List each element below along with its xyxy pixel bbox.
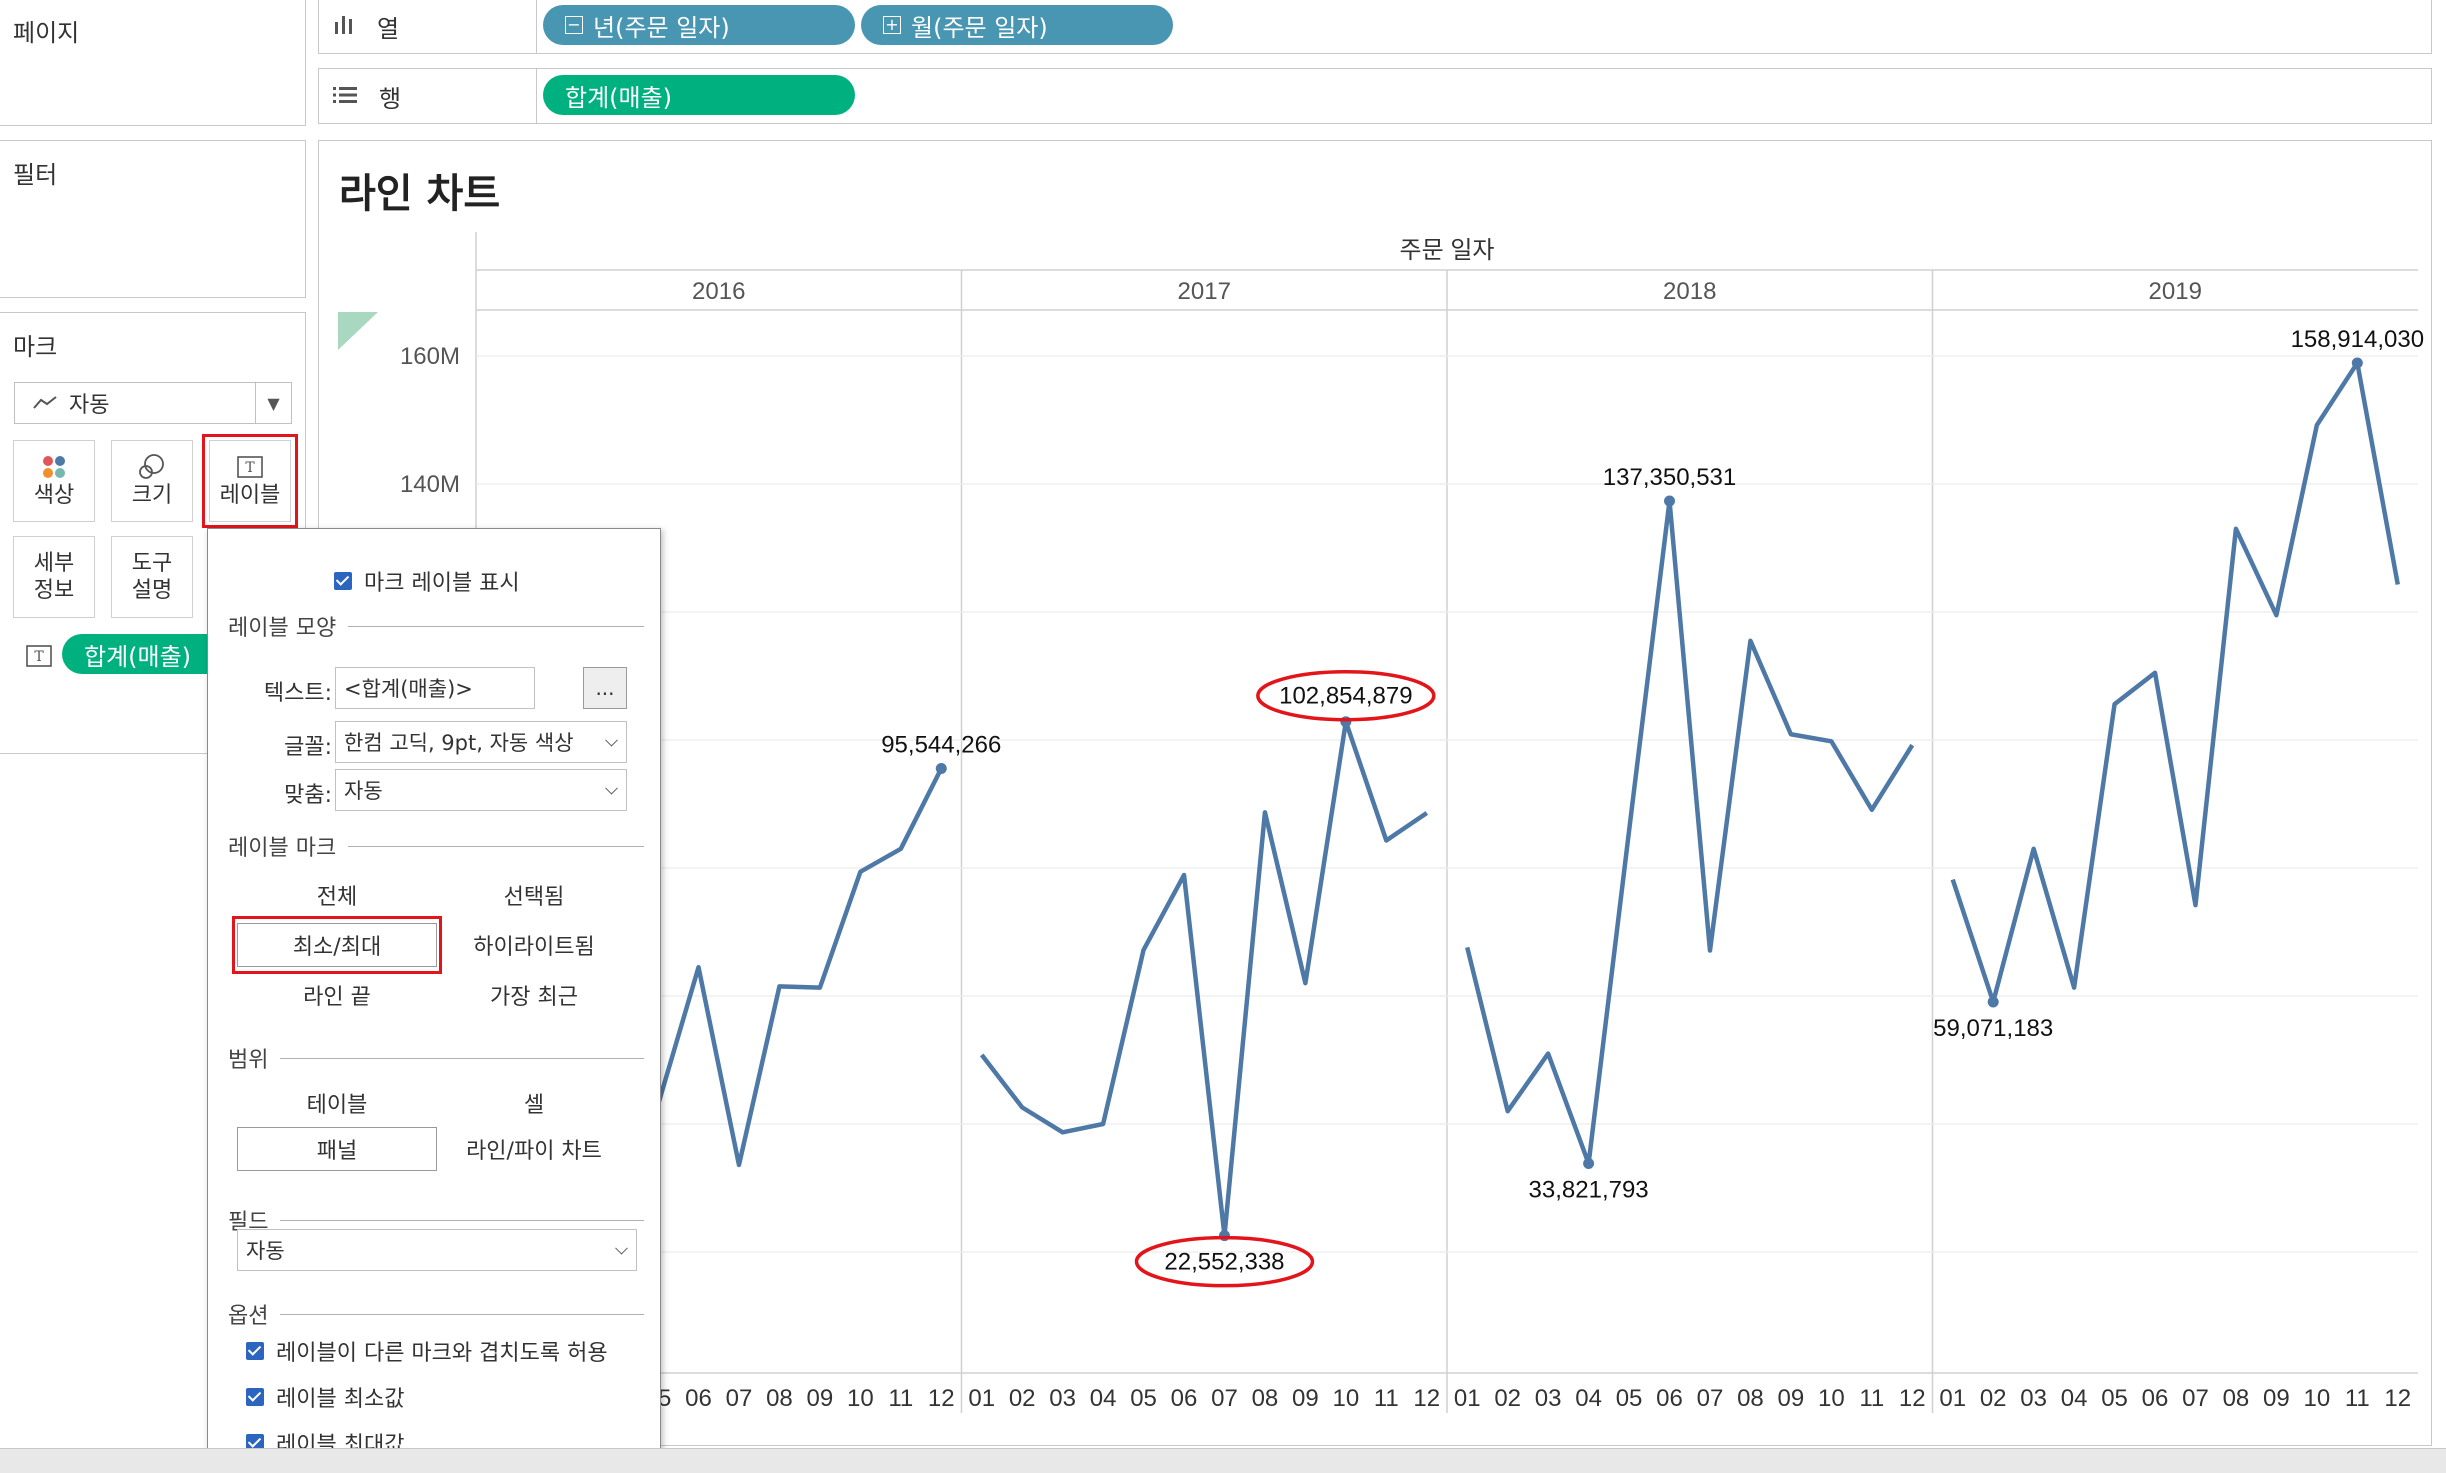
appearance-section: 레이블 모양 [228,611,644,641]
alignment-dropdown[interactable]: 자동 [335,769,627,811]
font-value: 한컴 고딕, 9pt, 자동 색상 [344,731,574,755]
label-card-highlight [202,434,298,528]
show-labels-checkbox[interactable]: 마크 레이블 표시 [334,565,520,597]
show-labels-label: 마크 레이블 표시 [364,571,520,596]
label-min-checkbox[interactable]: 레이블 최소값 [246,1381,404,1413]
field-dropdown[interactable]: 자동 [237,1229,637,1271]
checkbox-icon[interactable] [334,572,352,590]
options-title: 옵션 [228,1304,269,1329]
marks-title: 마크 [13,333,58,361]
label-options-popup: 마크 레이블 표시 레이블 모양 텍스트: <합계(매출)> ... 글꼴: 한… [207,528,661,1468]
filters-title: 필터 [13,161,58,189]
marks-to-label-title: 레이블 마크 [228,836,337,861]
label-card-label: 레이블 [219,483,281,509]
mark-type-dropdown[interactable]: 자동 ▼ [14,382,292,424]
color-card-label: 색상 [33,483,75,509]
label-text-field[interactable]: <합계(매출)> [335,667,535,709]
scope-title: 범위 [228,1048,269,1073]
chevron-down-icon [615,1241,628,1255]
rows-label: 행 [379,84,402,113]
label-card[interactable]: T 레이블 [209,440,291,522]
columns-label: 열 [377,14,400,43]
chevron-down-icon [605,733,618,747]
month-pill-label: 월(주문 일자) [911,13,1048,42]
year-order-date-pill[interactable]: − 년(주문 일자) [543,5,855,45]
pages-panel: 페이지 [0,0,306,126]
size-icon [137,452,167,482]
label-min-label: 레이블 최소값 [276,1387,405,1412]
rows-shelf[interactable]: 행 합계(매출) [318,68,2432,124]
filters-panel[interactable]: 필터 [0,140,306,298]
size-card[interactable]: 크기 [111,440,193,522]
svg-text:T: T [245,460,255,476]
allow-overlap-label: 레이블이 다른 마크와 겹치도록 허용 [276,1341,608,1366]
detail-card[interactable]: 세부 정보 [13,536,95,618]
more-options-button[interactable]: ... [583,667,627,709]
label-encoding-icon: T [26,645,52,671]
sum-sales-pill[interactable]: 합계(매출) [543,75,855,115]
color-icon [40,452,68,482]
rows-icon [333,82,357,110]
option-highlighted[interactable]: 하이라이트됨 [473,935,595,960]
sheet-tabs-bar[interactable] [0,1448,2446,1473]
size-card-label: 크기 [131,483,173,509]
marks-to-label-section: 레이블 마크 [228,831,644,861]
columns-shelf-label: 열 [319,0,537,53]
checkbox-icon[interactable] [246,1342,264,1360]
field-value: 자동 [246,1239,285,1263]
expand-icon[interactable]: + [883,16,901,34]
scope-section: 범위 [228,1043,644,1073]
checkbox-icon[interactable] [246,1434,264,1452]
rows-shelf-label: 행 [319,69,537,123]
option-pane[interactable]: 패널 [237,1127,437,1171]
svg-text:T: T [34,649,44,665]
chevron-down-icon [605,781,618,795]
columns-shelf[interactable]: 열 − 년(주문 일자) + 월(주문 일자) [318,0,2432,54]
option-most-recent[interactable]: 가장 최근 [490,985,578,1010]
option-line-pie[interactable]: 라인/파이 차트 [466,1139,602,1164]
option-selected[interactable]: 선택됨 [503,885,565,910]
font-dropdown[interactable]: 한컴 고딕, 9pt, 자동 색상 [335,721,627,763]
year-pill-label: 년(주문 일자) [593,13,730,42]
mark-type-label: 자동 [69,393,110,418]
option-min-max[interactable]: 최소/최대 [237,923,437,967]
line-mark-icon [33,396,57,410]
tooltip-card-label-2: 설명 [131,578,173,603]
collapse-icon[interactable]: − [565,16,583,34]
options-section: 옵션 [228,1299,644,1329]
option-table[interactable]: 테이블 [306,1093,368,1118]
pages-title: 페이지 [13,19,80,47]
columns-icon [333,12,355,40]
text-label-icon: T [237,452,263,482]
sheet-title: 라인 차트 [339,171,501,217]
detail-card-label-2: 정보 [33,578,75,603]
tooltip-card[interactable]: 도구 설명 [111,536,193,618]
font-row-label: 글꼴: [284,735,332,760]
align-value: 자동 [344,779,383,803]
option-line-ends[interactable]: 라인 끝 [303,985,371,1010]
min-max-highlight [232,916,442,974]
dropdown-arrow-icon[interactable]: ▼ [255,383,291,423]
checkbox-icon[interactable] [246,1388,264,1406]
month-order-date-pill[interactable]: + 월(주문 일자) [861,5,1173,45]
option-all[interactable]: 전체 [316,885,358,910]
option-cell[interactable]: 셀 [523,1093,545,1118]
align-row-label: 맞춤: [284,783,332,808]
detail-card-label-1: 세부 [33,550,75,576]
appearance-title: 레이블 모양 [228,616,337,641]
color-card[interactable]: 색상 [13,440,95,522]
text-row-label: 텍스트: [263,681,332,706]
tooltip-card-label-1: 도구 [131,550,173,576]
allow-overlap-checkbox[interactable]: 레이블이 다른 마크와 겹치도록 허용 [246,1335,608,1367]
